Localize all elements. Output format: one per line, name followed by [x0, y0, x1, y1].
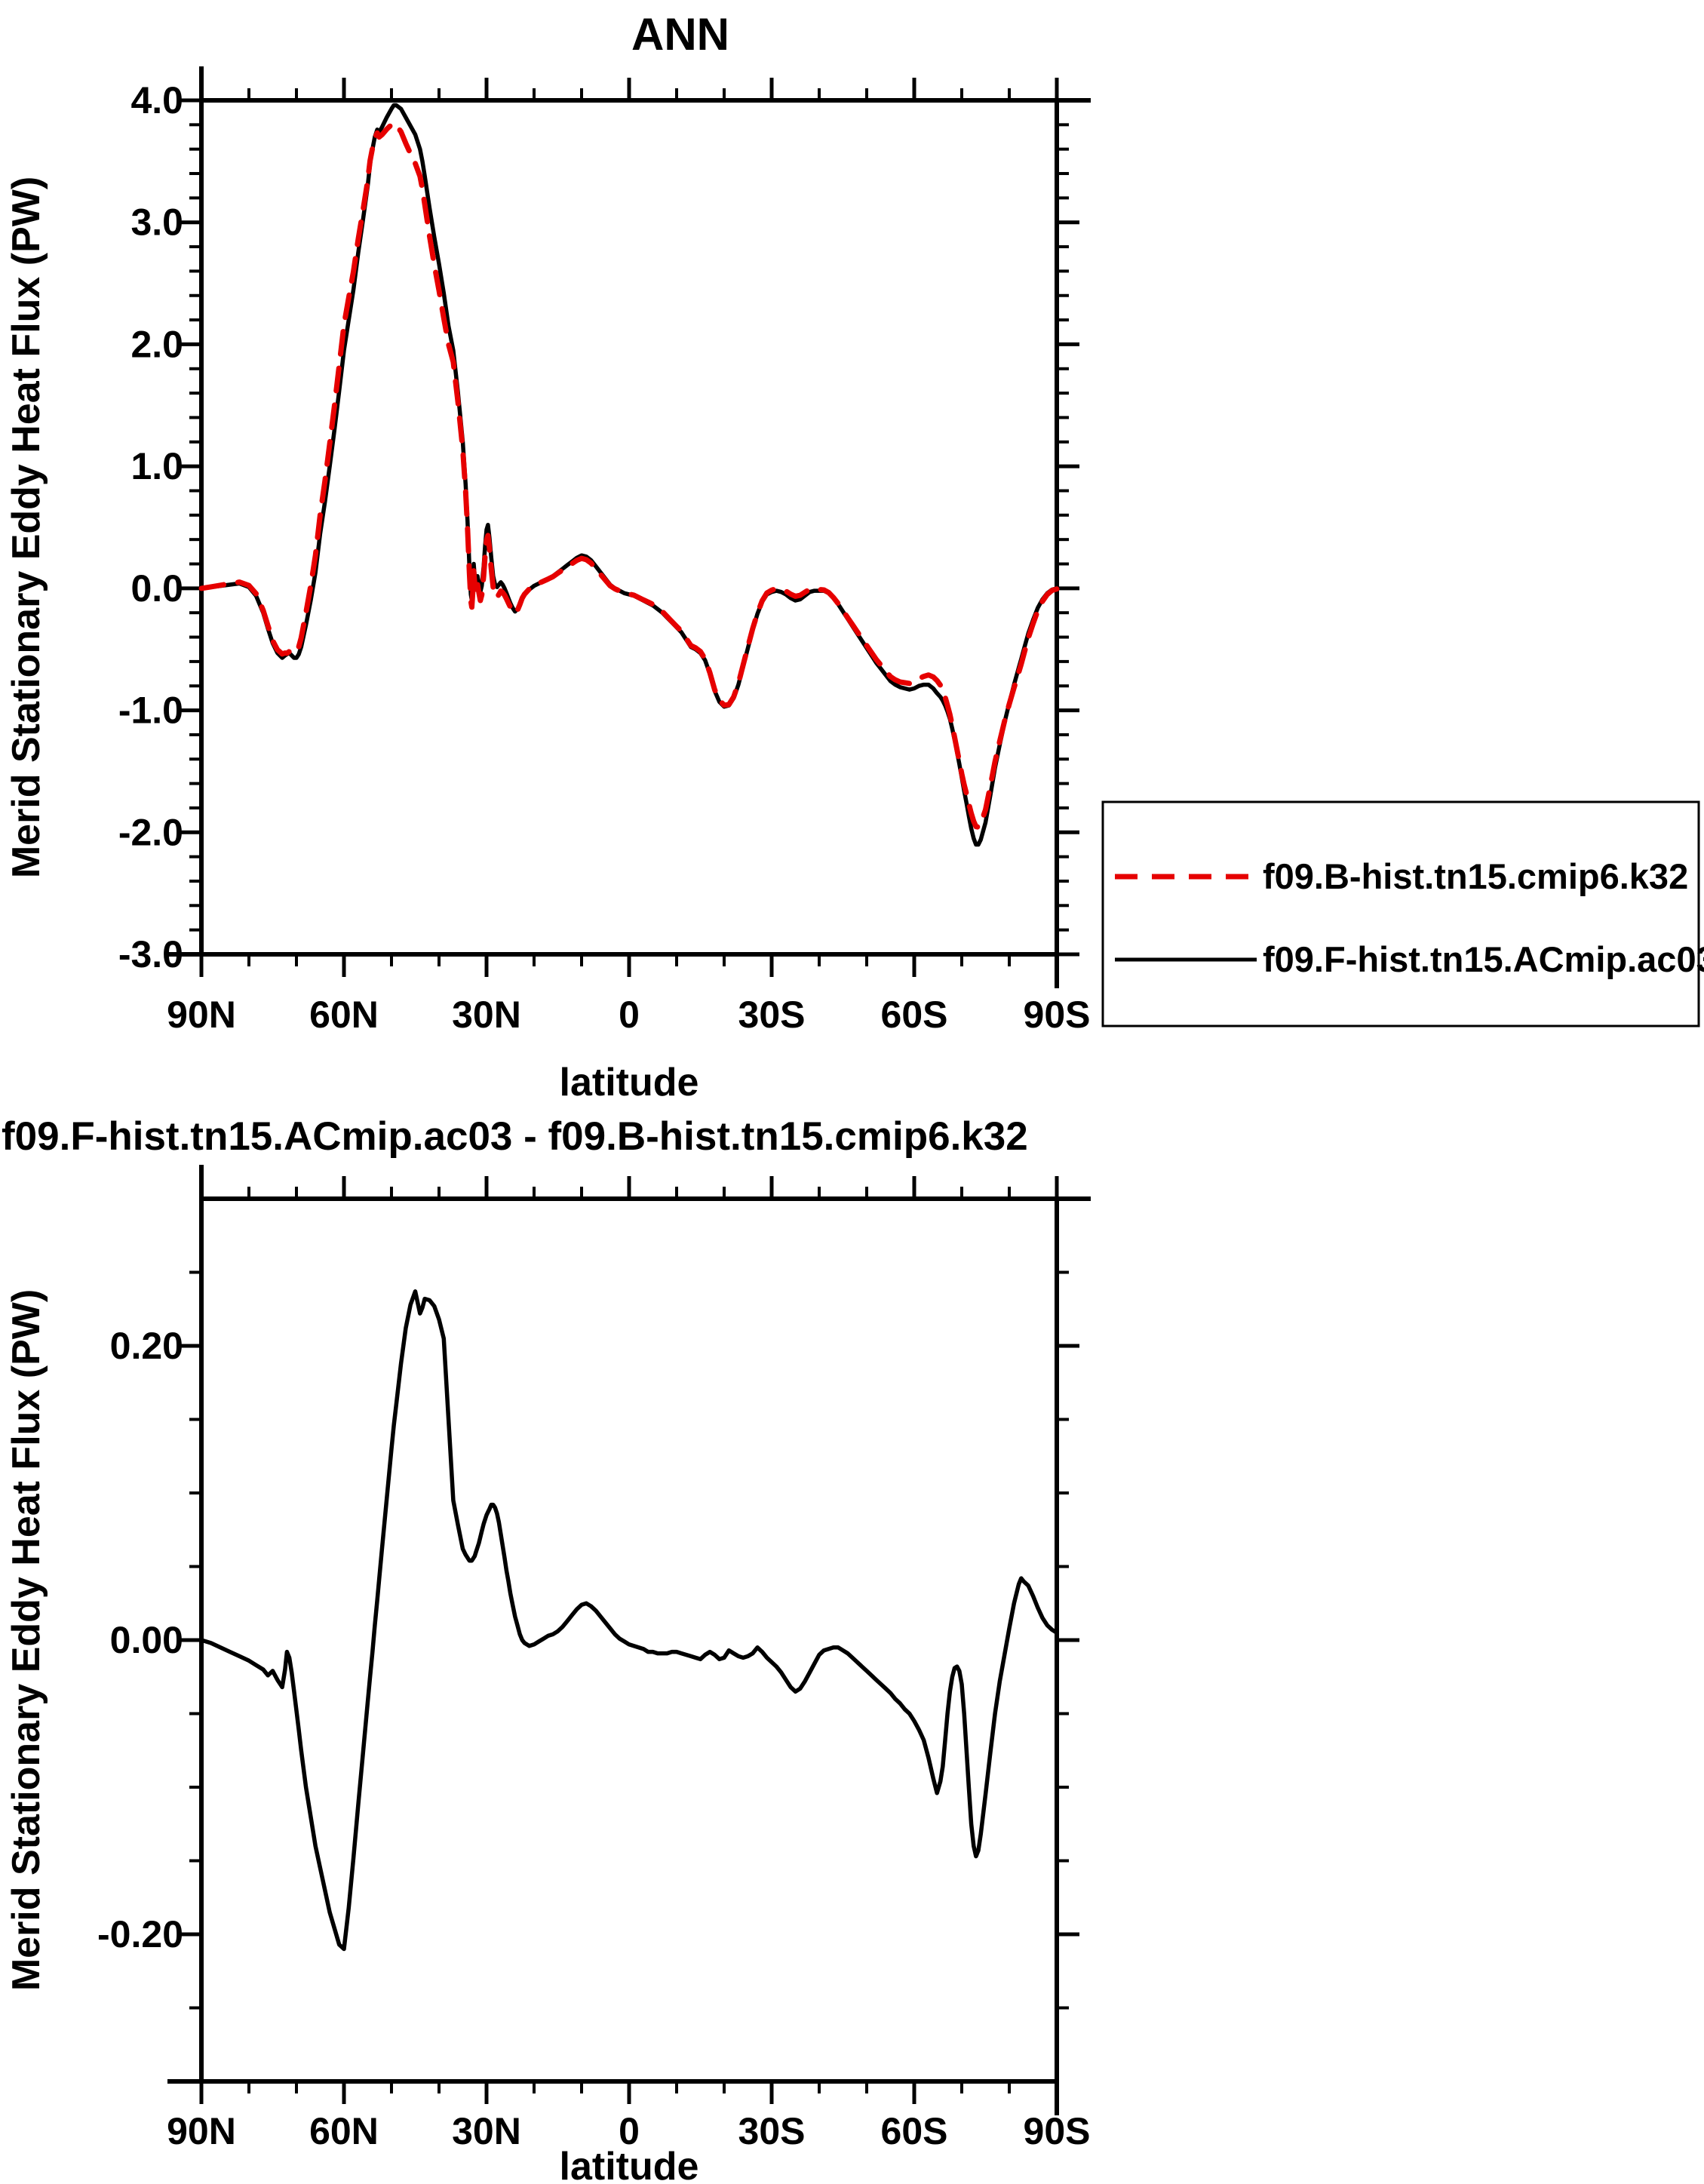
- top-chart-y-axis-title: Merid Stationary Eddy Heat Flux (PW): [5, 177, 48, 878]
- legend-box: [1101, 800, 1700, 1027]
- y-tick-label: -0.20: [97, 1913, 183, 1955]
- x-tick-label: 30S: [738, 2110, 806, 2152]
- x-tick-label: 60N: [309, 994, 379, 1036]
- y-tick-label: -1.0: [118, 690, 183, 732]
- legend: f09.B-hist.tn15.cmip6.k32 f09.F-hist.tn1…: [1101, 800, 1704, 1027]
- x-tick-label: 90N: [167, 994, 236, 1036]
- x-tick-label: 90S: [1024, 2110, 1091, 2152]
- bottom-chart-y-axis-title: Merid Stationary Eddy Heat Flux (PW): [5, 1289, 48, 1991]
- y-tick-label: -3.0: [118, 933, 183, 975]
- y-tick-label: 0.20: [110, 1325, 183, 1367]
- series-line-red-dashed: [198, 120, 1060, 830]
- top-chart-x-axis-title: latitude: [560, 1061, 699, 1104]
- x-tick-label: 30N: [452, 994, 521, 1036]
- x-tick-label: 60N: [309, 2110, 379, 2152]
- diff-chart-title: f09.F-hist.tn15.ACmip.ac03 - f09.B-hist.…: [2, 1114, 1028, 1159]
- x-tick-label: 30N: [452, 2110, 521, 2152]
- x-tick-label: 0: [619, 994, 640, 1036]
- bottom-chart-x-axis-title: latitude: [560, 2145, 699, 2184]
- series-line-black-solid: [199, 1289, 1059, 1952]
- x-tick-label: 60S: [881, 2110, 948, 2152]
- x-tick-label: 90S: [1024, 994, 1091, 1036]
- legend-entry-label-black: f09.F-hist.tn15.ACmip.ac03: [1263, 939, 1704, 979]
- x-tick-label: 60S: [881, 994, 948, 1036]
- x-tick-label: 0: [619, 2110, 640, 2152]
- legend-entry-label-red: f09.B-hist.tn15.cmip6.k32: [1263, 856, 1688, 896]
- x-tick-label: 30S: [738, 994, 806, 1036]
- y-tick-label: 3.0: [130, 201, 183, 244]
- y-tick-label: 0.0: [130, 567, 183, 610]
- y-tick-label: -2.0: [118, 811, 183, 853]
- y-tick-label: 0.00: [110, 1619, 183, 1661]
- y-tick-label: 2.0: [130, 323, 183, 365]
- series-line-black-solid: [199, 103, 1059, 847]
- y-tick-label: 1.0: [130, 445, 183, 487]
- x-tick-label: 90N: [167, 2110, 236, 2152]
- y-tick-label: 4.0: [130, 79, 183, 121]
- bottom-chart: 90N 60N 30N 0 30S 60S 90S 0.20 0.00 -0.20: [97, 1165, 1091, 2152]
- top-chart: 90N 60N 30N 0 30S 60S 90S 4.0 3.0 2.0 1.0 0.0 -1.0 -2…: [118, 66, 1091, 1036]
- top-chart-title: ANN: [631, 9, 729, 60]
